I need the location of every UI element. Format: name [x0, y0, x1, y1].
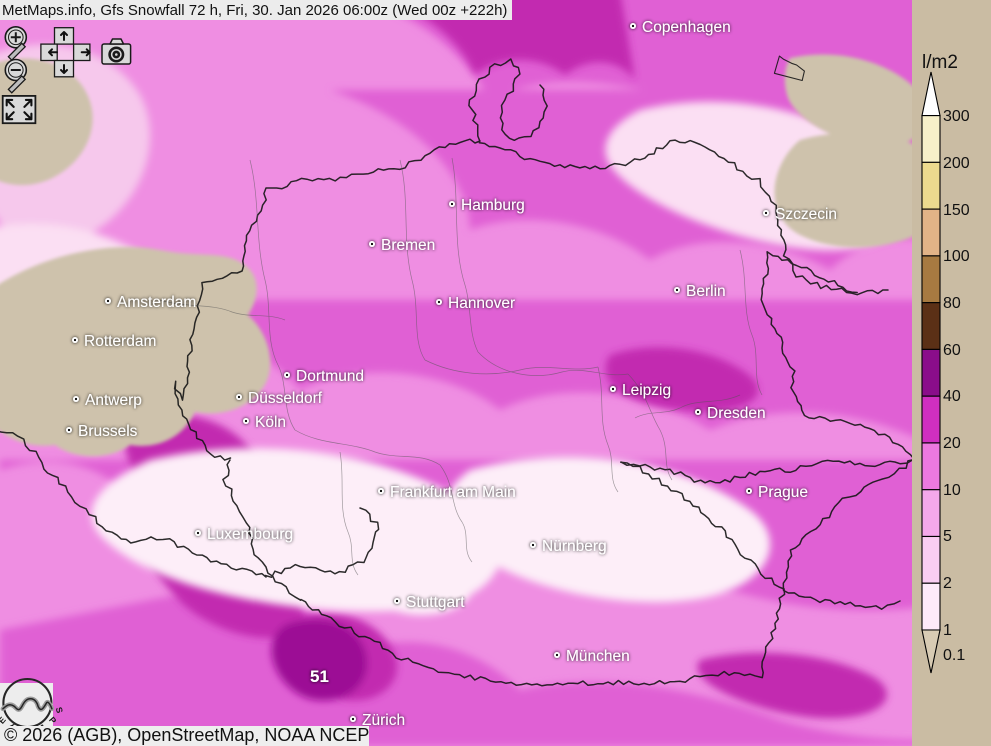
svg-text:300: 300	[943, 108, 970, 125]
svg-text:Rotterdam: Rotterdam	[84, 333, 156, 350]
svg-text:60: 60	[943, 342, 961, 359]
svg-text:Luxembourg: Luxembourg	[207, 526, 293, 543]
svg-text:München: München	[566, 648, 630, 665]
svg-text:80: 80	[943, 295, 961, 312]
svg-text:5: 5	[943, 528, 952, 545]
svg-text:Frankfurt am Main: Frankfurt am Main	[390, 484, 516, 501]
svg-text:Berlin: Berlin	[686, 283, 726, 300]
svg-text:Hannover: Hannover	[448, 295, 515, 312]
svg-text:Copenhagen: Copenhagen	[642, 19, 731, 36]
svg-text:10: 10	[943, 482, 961, 499]
svg-text:MetMaps.info, Gfs Snowfall 72: MetMaps.info, Gfs Snowfall 72 h, Fri, 30…	[2, 2, 507, 19]
svg-text:40: 40	[943, 388, 961, 405]
svg-text:Köln: Köln	[255, 414, 286, 431]
svg-text:20: 20	[943, 435, 961, 452]
svg-text:0.1: 0.1	[943, 647, 965, 664]
svg-text:Dortmund: Dortmund	[296, 368, 364, 385]
svg-text:Amsterdam: Amsterdam	[117, 294, 196, 311]
svg-text:2: 2	[943, 575, 952, 592]
svg-text:Leipzig: Leipzig	[622, 382, 671, 399]
svg-text:Dresden: Dresden	[707, 405, 766, 422]
svg-text:Düsseldorf: Düsseldorf	[248, 390, 323, 407]
svg-text:Stuttgart: Stuttgart	[406, 594, 465, 611]
svg-text:1: 1	[943, 622, 952, 639]
svg-text:51: 51	[310, 667, 329, 686]
svg-text:100: 100	[943, 248, 970, 265]
svg-text:200: 200	[943, 155, 970, 172]
svg-text:Bremen: Bremen	[381, 237, 435, 254]
svg-text:Antwerp: Antwerp	[85, 392, 142, 409]
svg-text:Prague: Prague	[758, 484, 808, 501]
svg-text:l/m2: l/m2	[922, 52, 958, 73]
svg-text:150: 150	[943, 202, 970, 219]
svg-text:Brussels: Brussels	[78, 423, 138, 440]
svg-text:Hamburg: Hamburg	[461, 197, 525, 214]
svg-text:Szczecin: Szczecin	[775, 206, 837, 223]
svg-text:© 2026 (AGB), OpenStreetMap, N: © 2026 (AGB), OpenStreetMap, NOAA NCEP	[4, 725, 369, 745]
svg-text:Nürnberg: Nürnberg	[542, 538, 607, 555]
